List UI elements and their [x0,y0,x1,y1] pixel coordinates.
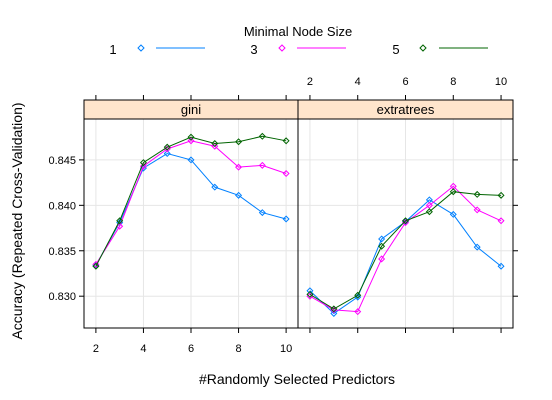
x-ticks: 2 4 6 8 10 [307,76,507,333]
legend-marker [278,44,286,52]
legend-label: 1 [109,42,116,57]
data-point [330,306,338,314]
x-tick-label: 6 [188,343,194,355]
series-5 [306,188,505,313]
data-point [354,308,362,316]
data-point [449,188,457,196]
series-line [309,191,502,310]
data-point [473,243,481,251]
data-point [449,210,457,218]
data-point [258,161,266,169]
legend: Minimal Node Size 1 3 5 [109,24,488,57]
data-point [258,209,266,217]
data-point [187,137,195,145]
data-point [497,217,505,225]
data-point [235,191,243,199]
x-tick-label: 8 [450,76,456,88]
grid [84,119,298,328]
legend-entry-3: 3 [250,42,346,57]
legend-marker [419,44,427,52]
x-tick-label: 10 [280,343,292,355]
legend-label: 3 [250,42,257,57]
panel-gini: gini 2 4 6 8 10 [83,95,299,355]
data-point [163,143,171,151]
data-point [330,309,338,317]
data-point [92,261,100,269]
x-tick-label: 6 [402,76,408,88]
y-tick-label: 0.830 [48,291,76,303]
y-tick-label: 0.840 [48,200,76,212]
data-point [116,217,124,225]
y-axis-title: Accuracy (Repeated Cross-Validation) [9,102,25,339]
legend-marker [137,44,145,52]
series-line [95,135,287,267]
x-tick-label: 4 [140,343,146,355]
series-line [95,152,287,266]
data-point [306,290,314,298]
legend-title: Minimal Node Size [244,24,352,39]
data-point [425,201,433,209]
strip-label: gini [181,102,201,117]
legend-entry-5: 5 [392,42,488,57]
data-point [187,133,195,141]
data-point [354,291,362,299]
data-point [211,142,219,150]
x-axis-title: #Randomly Selected Predictors [199,371,395,387]
data-point [139,159,147,167]
x-tick-label: 2 [93,343,99,355]
data-point [92,262,100,270]
strip-label: extratrees [377,102,435,117]
data-point [425,208,433,216]
legend-label: 5 [392,42,399,57]
data-point [282,137,290,145]
data-point [401,217,410,225]
data-point [378,235,386,243]
x-tick-label: 10 [495,76,507,88]
data-point [497,262,505,270]
x-ticks: 2 4 6 8 10 [93,95,292,355]
data-point [378,242,386,250]
panel-extratrees: extratrees 2 4 6 8 10 [297,76,514,333]
data-point [330,305,338,313]
series-line [95,140,287,265]
data-point [211,183,219,191]
data-point [187,156,195,164]
panels: gini 2 4 6 8 10 extratrees 2 4 6 8 10 0.830 0.835 0.84… [48,76,518,355]
y-tick-label: 0.845 [48,155,76,167]
data-point [473,206,481,214]
y-ticks: 0.830 0.835 0.840 0.845 [48,155,518,303]
x-tick-label: 8 [235,343,241,355]
data-point [139,162,147,170]
x-tick-label: 4 [355,76,361,88]
legend-entry-1: 1 [109,42,205,57]
data-point [497,191,505,199]
data-point [258,132,266,140]
data-point [235,138,243,146]
data-point [282,170,290,178]
data-point [282,215,290,223]
data-point [211,140,219,148]
data-point [235,163,243,171]
data-point [378,255,386,263]
series-line [309,199,502,315]
data-point [473,190,481,198]
y-tick-label: 0.835 [48,246,76,258]
x-tick-label: 2 [307,76,313,88]
series-5 [92,132,290,270]
data-point [163,150,171,158]
series-line [309,185,502,313]
